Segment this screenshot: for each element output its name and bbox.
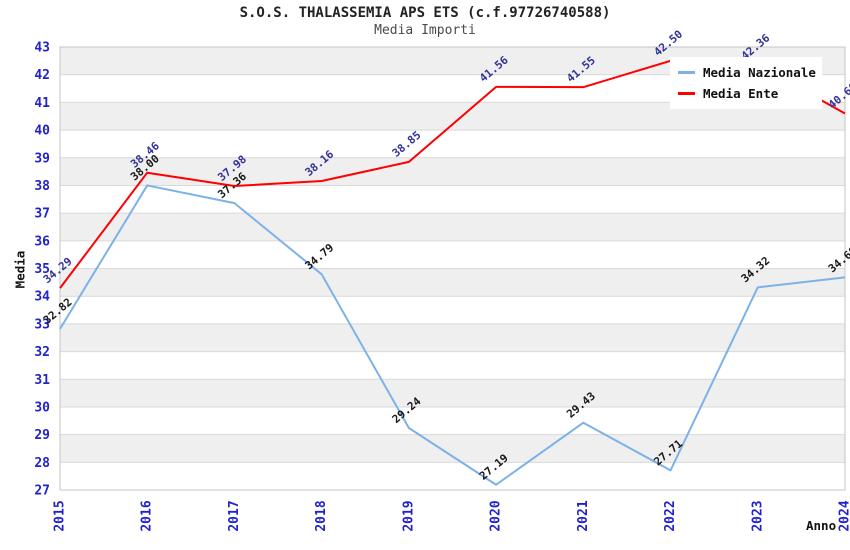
y-tick-label: 27 bbox=[34, 484, 50, 499]
x-tick-label: 2019 bbox=[401, 500, 416, 531]
plot-band bbox=[60, 434, 845, 463]
x-tick-label: 2020 bbox=[489, 500, 504, 531]
x-tick-label: 2017 bbox=[227, 500, 242, 531]
y-tick-label: 40 bbox=[34, 124, 50, 139]
legend-item-media-ente: Media Ente bbox=[678, 85, 814, 101]
x-tick-label: 2018 bbox=[314, 500, 329, 531]
x-tick-label: 2022 bbox=[663, 500, 678, 531]
plot-band bbox=[60, 185, 845, 214]
plot-band bbox=[60, 213, 845, 241]
y-tick-label: 35 bbox=[34, 262, 50, 277]
plot-band bbox=[60, 406, 845, 435]
plot-band bbox=[60, 130, 845, 158]
plot-border bbox=[59, 46, 846, 491]
plot-band bbox=[60, 351, 845, 380]
y-tick-label: 31 bbox=[34, 373, 50, 388]
y-tick-label: 30 bbox=[34, 400, 50, 415]
x-tick-label: 2024 bbox=[838, 500, 850, 531]
y-tick-label: 37 bbox=[34, 207, 50, 222]
y-tick-label: 43 bbox=[34, 41, 50, 56]
plot-band bbox=[60, 462, 845, 490]
x-axis-title: Anno bbox=[806, 518, 837, 533]
legend-label: Media Ente bbox=[703, 85, 779, 101]
legend-item-media-nazionale: Media Nazionale bbox=[678, 64, 816, 80]
series-line-media-nazionale bbox=[59, 184, 846, 486]
plot-band bbox=[60, 240, 845, 269]
x-tick-label: 2021 bbox=[576, 500, 591, 531]
y-tick-label: 36 bbox=[34, 234, 50, 249]
plot-band bbox=[60, 296, 845, 324]
plot-band bbox=[60, 157, 845, 186]
y-tick-label: 32 bbox=[34, 345, 50, 360]
media-ente-swatch-icon bbox=[678, 91, 695, 95]
y-tick-label: 34 bbox=[34, 290, 50, 305]
y-tick-label: 41 bbox=[34, 96, 50, 111]
chart-subtitle: Media Importi bbox=[374, 23, 476, 38]
plot-band bbox=[60, 379, 845, 407]
media-nazionale-swatch-icon bbox=[678, 70, 695, 74]
chart-title: S.O.S. THALASSEMIA APS ETS (c.f.97726740… bbox=[239, 5, 611, 21]
plot-band bbox=[60, 323, 845, 352]
y-tick-label: 42 bbox=[34, 68, 50, 83]
legend: Media Nazionale Media Ente bbox=[670, 57, 822, 109]
legend-label: Media Nazionale bbox=[703, 64, 816, 80]
x-tick-label: 2015 bbox=[53, 500, 68, 531]
y-tick-label: 38 bbox=[34, 179, 50, 194]
y-tick-label: 39 bbox=[34, 151, 50, 166]
plot-band bbox=[60, 268, 845, 297]
y-tick-label: 29 bbox=[34, 428, 50, 443]
y-tick-label: 28 bbox=[34, 456, 50, 471]
y-tick-label: 33 bbox=[34, 317, 50, 332]
y-axis-title: Media bbox=[12, 250, 28, 289]
x-tick-label: 2016 bbox=[140, 500, 155, 531]
x-tick-label: 2023 bbox=[750, 500, 765, 531]
